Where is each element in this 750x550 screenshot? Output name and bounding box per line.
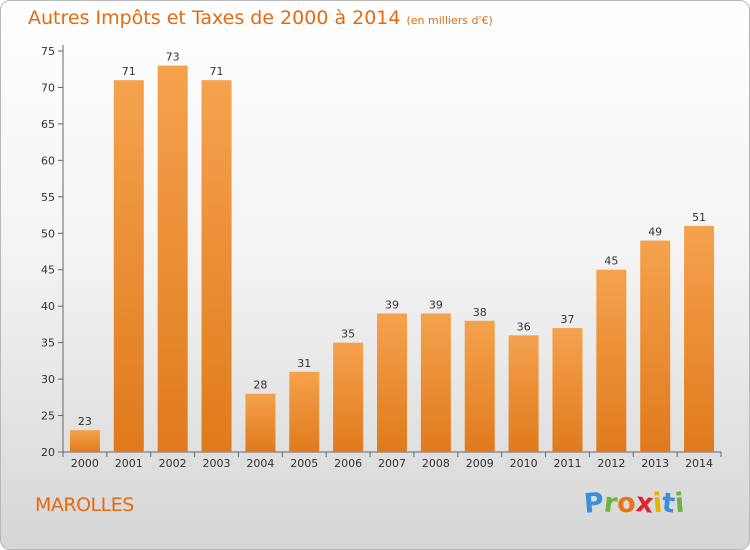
logo-letter: i [673,487,686,520]
bar-layer: 23 71 73 71 28 31 35 39 39 38 36 37 45 49 51 [69,51,715,452]
proxiti-logo: Proxiti [583,487,686,520]
bar [508,335,539,452]
x-tick-label: 2014 [685,457,713,470]
x-tick-label: 2010 [510,457,538,470]
bar-value-label: 39 [385,298,399,311]
place-name: MAROLLES [35,494,134,516]
x-tick-label: 2000 [71,457,99,470]
chart-title-unit: (en milliers d'€) [406,14,493,27]
bar-value-label: 71 [122,65,136,78]
bar [552,328,583,452]
bar [640,240,671,452]
x-tick-label: 2003 [203,457,231,470]
y-tick-label: 30 [41,373,55,386]
y-tick-label: 65 [41,118,55,131]
bar [420,313,451,452]
chart-title-main: Autres Impôts et Taxes de 2000 à 2014 [28,7,401,29]
y-tick-label: 70 [41,81,55,94]
y-tick-label: 55 [41,191,55,204]
x-tick-label: 2002 [159,457,187,470]
y-tick-label: 50 [41,227,55,240]
bar-value-label: 36 [517,320,531,333]
bar [157,65,188,452]
bar-value-label: 71 [210,65,224,78]
x-tick-label: 2004 [246,457,274,470]
bar-value-label: 28 [253,379,267,392]
bar-value-label: 23 [78,415,92,428]
bar [289,371,320,452]
y-tick-label: 40 [41,300,55,313]
bar-value-label: 51 [692,211,706,224]
y-tick-label: 45 [41,264,55,277]
bar [377,313,407,452]
x-tick-label: 2005 [290,457,318,470]
y-tick-label: 20 [41,446,55,459]
y-tick-label: 75 [41,45,55,58]
bar-value-label: 45 [604,255,618,268]
x-tick-label: 2006 [334,457,362,470]
bar [201,80,232,452]
x-tick-label: 2011 [553,457,581,470]
axis-layer: 20 25 30 35 40 45 50 55 60 65 70 75 2000 2001 2002 2003… [41,45,722,470]
bar-value-label: 35 [341,328,355,341]
x-tick-label: 2012 [597,457,625,470]
x-tick-label: 2009 [466,457,494,470]
y-tick-label: 60 [41,154,55,167]
bar [245,393,276,452]
x-tick-label: 2001 [115,457,143,470]
y-tick-label: 25 [41,410,55,423]
y-tick-label: 35 [41,337,55,350]
bar [333,342,364,452]
bar-value-label: 39 [429,298,443,311]
x-tick-label: 2008 [422,457,450,470]
bar [69,430,100,452]
bar-value-label: 38 [473,306,487,319]
bar-value-label: 49 [648,226,662,239]
bar [596,269,627,452]
bar-value-label: 37 [560,313,574,326]
bar [113,80,144,452]
x-tick-label: 2007 [378,457,406,470]
bar-value-label: 31 [297,357,311,370]
bar-value-label: 73 [166,51,180,64]
x-tick-label: 2013 [641,457,669,470]
chart-title: Autres Impôts et Taxes de 2000 à 2014 (en… [28,7,493,29]
bar [684,225,715,452]
bar [464,320,495,452]
